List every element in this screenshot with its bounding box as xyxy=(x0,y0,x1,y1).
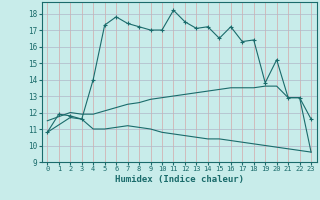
X-axis label: Humidex (Indice chaleur): Humidex (Indice chaleur) xyxy=(115,175,244,184)
